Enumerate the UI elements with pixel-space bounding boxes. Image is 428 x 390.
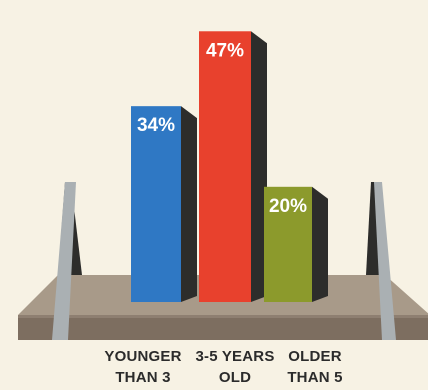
- bar-side-1: [251, 31, 267, 303]
- bar-1: [199, 31, 251, 303]
- category-label-2: OLDER THAN 5: [287, 348, 343, 386]
- right-post: [366, 182, 396, 340]
- bar-value-label-2: 20%: [269, 196, 307, 217]
- bar-2: [264, 186, 312, 302]
- left-post: [52, 182, 82, 340]
- bar-value-label-1: 47%: [206, 40, 244, 61]
- category-label-0: YOUNGER THAN 3: [104, 348, 182, 386]
- bar-side-2: [312, 186, 328, 302]
- bar-side-0: [181, 106, 197, 302]
- bar-value-label-0: 34%: [137, 115, 175, 136]
- bars-group: 34% 47% 20%: [131, 31, 328, 303]
- category-label-1: 3-5 YEARS OLD: [195, 348, 275, 386]
- shelf-front: [18, 315, 428, 340]
- bar-0: [131, 106, 181, 302]
- shelf-front-highlight: [18, 315, 428, 318]
